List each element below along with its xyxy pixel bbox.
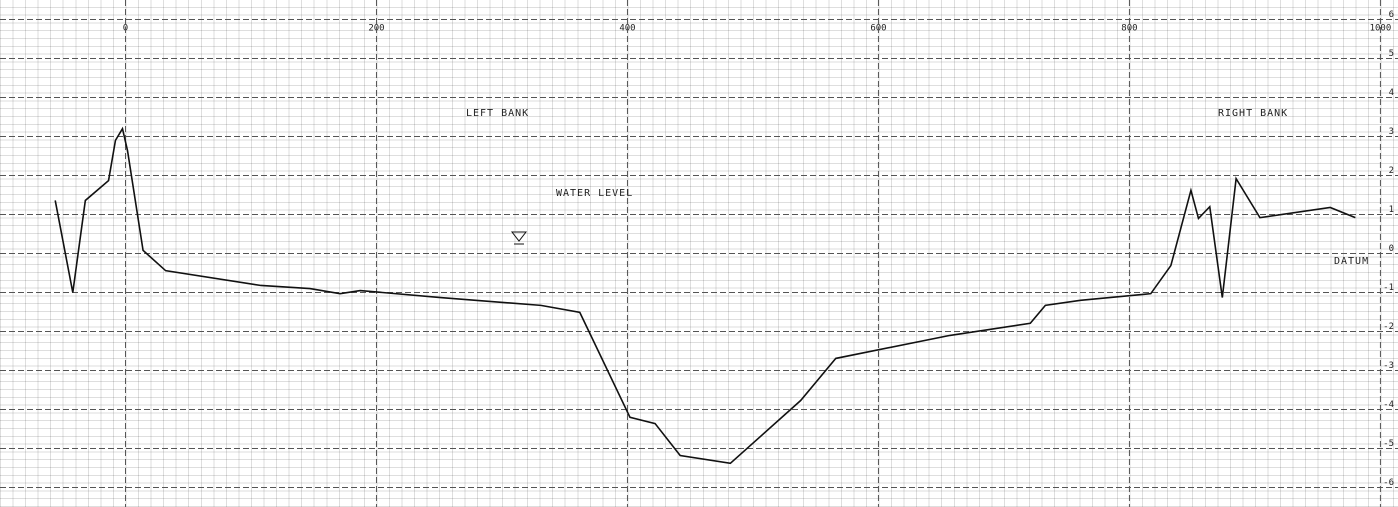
profile-line	[54, 126, 1356, 465]
y-tick-label: -4	[1383, 400, 1394, 410]
y-tick-label: 3	[1389, 127, 1394, 137]
y-tick-label: -2	[1383, 322, 1394, 332]
y-tick-label: -1	[1383, 283, 1394, 293]
y-tick-label: 1	[1389, 205, 1394, 215]
y-tick-label: 4	[1389, 88, 1394, 98]
y-tick-label: -5	[1383, 439, 1394, 449]
datum-label: DATUM	[1334, 256, 1369, 267]
y-tick-label: 2	[1389, 166, 1394, 176]
water-symbol	[510, 231, 528, 245]
y-tick-label: 0	[1389, 244, 1394, 254]
y-tick-label: 5	[1389, 49, 1394, 59]
right-bank-label: RIGHT BANK	[1218, 108, 1288, 119]
water-level-label: WATER LEVEL	[556, 188, 633, 199]
y-tick-label: -3	[1383, 361, 1394, 371]
y-tick-label: 6	[1389, 10, 1394, 20]
y-tick-label: -6	[1383, 478, 1394, 488]
left-bank-label: LEFT BANK	[466, 108, 529, 119]
